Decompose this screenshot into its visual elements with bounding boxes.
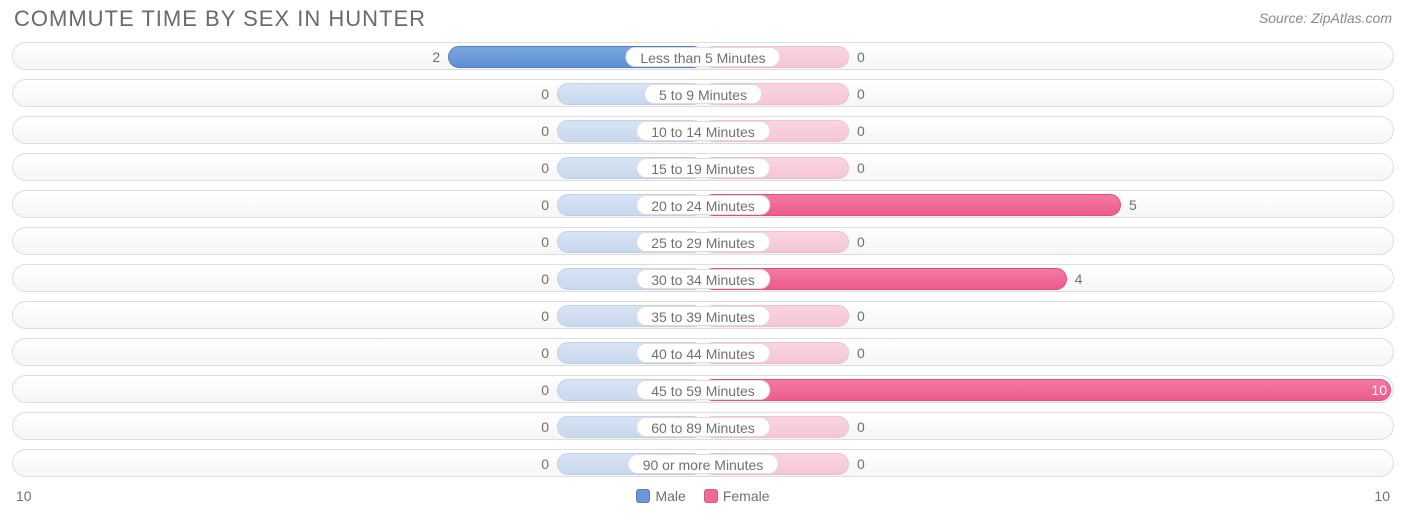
chart-row: 0 5 20 to 24 Minutes bbox=[12, 190, 1394, 218]
female-value: 0 bbox=[849, 117, 865, 144]
chart-row: 0 10 45 to 59 Minutes bbox=[12, 375, 1394, 403]
chart-footer: 10 Male Female 10 bbox=[10, 486, 1396, 504]
female-value: 0 bbox=[849, 80, 865, 107]
category-label: 15 to 19 Minutes bbox=[636, 158, 770, 178]
category-label: 20 to 24 Minutes bbox=[636, 195, 770, 215]
female-bar bbox=[702, 379, 1391, 401]
chart-row: 0 0 25 to 29 Minutes bbox=[12, 227, 1394, 255]
male-swatch-icon bbox=[636, 489, 650, 503]
male-value: 2 bbox=[432, 43, 448, 70]
category-label: 30 to 34 Minutes bbox=[636, 269, 770, 289]
female-value: 0 bbox=[849, 302, 865, 329]
chart-row: 0 0 60 to 89 Minutes bbox=[12, 412, 1394, 440]
category-label: 90 or more Minutes bbox=[628, 454, 779, 474]
male-value: 0 bbox=[541, 376, 557, 403]
category-label: Less than 5 Minutes bbox=[625, 47, 780, 67]
female-value: 0 bbox=[849, 43, 865, 70]
chart-row: 0 0 15 to 19 Minutes bbox=[12, 153, 1394, 181]
category-label: 25 to 29 Minutes bbox=[636, 232, 770, 252]
chart-row: 0 0 10 to 14 Minutes bbox=[12, 116, 1394, 144]
chart-row: 2 0 Less than 5 Minutes bbox=[12, 42, 1394, 70]
category-label: 5 to 9 Minutes bbox=[644, 84, 762, 104]
category-label: 10 to 14 Minutes bbox=[636, 121, 770, 141]
female-value: 0 bbox=[849, 154, 865, 181]
legend-female: Female bbox=[704, 488, 770, 504]
category-label: 45 to 59 Minutes bbox=[636, 380, 770, 400]
chart-rows: 2 0 Less than 5 Minutes 0 0 5 to 9 Minutes 0 0 1… bbox=[10, 42, 1396, 477]
chart-source: Source: ZipAtlas.com bbox=[1259, 6, 1392, 26]
female-value: 4 bbox=[1067, 265, 1083, 292]
male-value: 0 bbox=[541, 450, 557, 477]
male-value: 0 bbox=[541, 154, 557, 181]
male-value: 0 bbox=[541, 228, 557, 255]
chart-row: 0 4 30 to 34 Minutes bbox=[12, 264, 1394, 292]
chart-header: COMMUTE TIME BY SEX IN HUNTER Source: Zi… bbox=[10, 0, 1396, 42]
legend-male-label: Male bbox=[655, 488, 685, 504]
female-value: 0 bbox=[849, 413, 865, 440]
commute-chart: COMMUTE TIME BY SEX IN HUNTER Source: Zi… bbox=[0, 0, 1406, 523]
male-value: 0 bbox=[541, 265, 557, 292]
female-value: 0 bbox=[849, 228, 865, 255]
axis-right-max: 10 bbox=[1374, 488, 1390, 504]
male-value: 0 bbox=[541, 339, 557, 366]
female-value: 0 bbox=[849, 450, 865, 477]
legend-male: Male bbox=[636, 488, 685, 504]
legend-female-label: Female bbox=[723, 488, 770, 504]
female-value: 0 bbox=[849, 339, 865, 366]
chart-row: 0 0 5 to 9 Minutes bbox=[12, 79, 1394, 107]
female-value: 10 bbox=[1363, 376, 1387, 403]
female-value: 5 bbox=[1121, 191, 1137, 218]
chart-row: 0 0 35 to 39 Minutes bbox=[12, 301, 1394, 329]
category-label: 35 to 39 Minutes bbox=[636, 306, 770, 326]
male-value: 0 bbox=[541, 191, 557, 218]
chart-row: 0 0 90 or more Minutes bbox=[12, 449, 1394, 477]
male-value: 0 bbox=[541, 117, 557, 144]
male-value: 0 bbox=[541, 80, 557, 107]
female-swatch-icon bbox=[704, 489, 718, 503]
axis-left-max: 10 bbox=[16, 488, 32, 504]
category-label: 60 to 89 Minutes bbox=[636, 417, 770, 437]
male-value: 0 bbox=[541, 413, 557, 440]
legend: Male Female bbox=[636, 488, 769, 504]
male-value: 0 bbox=[541, 302, 557, 329]
chart-title: COMMUTE TIME BY SEX IN HUNTER bbox=[14, 6, 426, 32]
chart-row: 0 0 40 to 44 Minutes bbox=[12, 338, 1394, 366]
category-label: 40 to 44 Minutes bbox=[636, 343, 770, 363]
